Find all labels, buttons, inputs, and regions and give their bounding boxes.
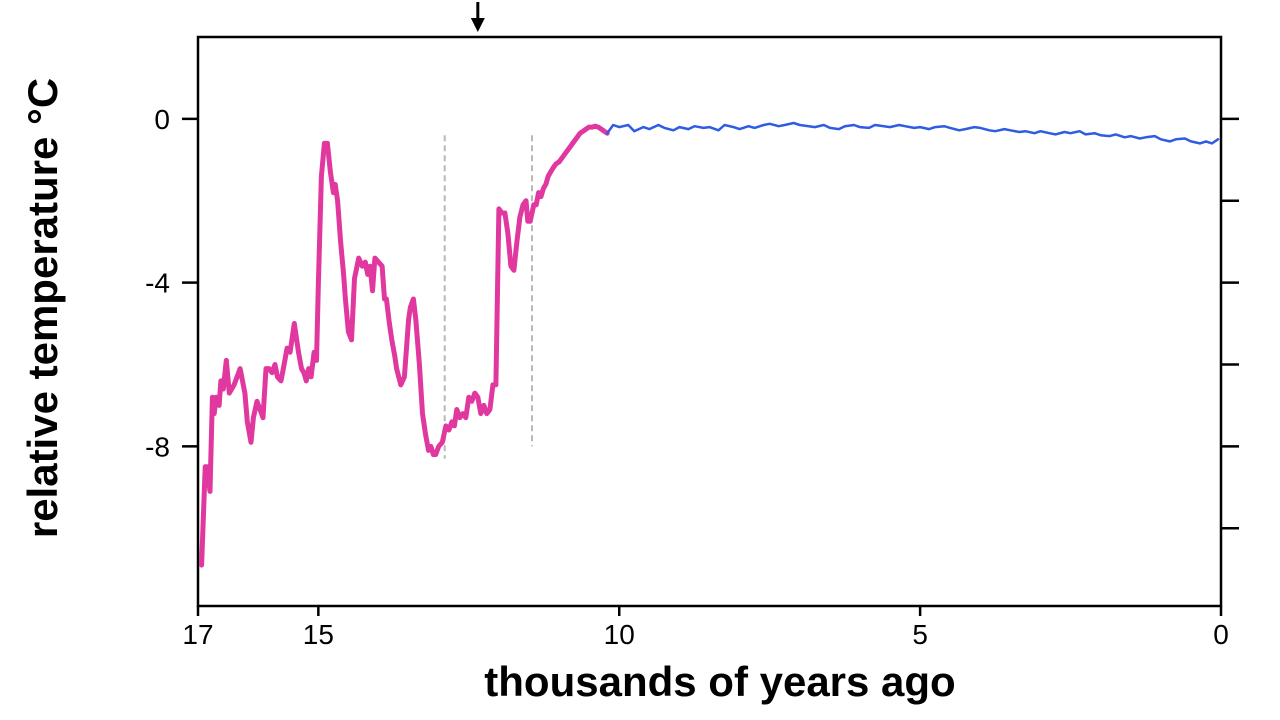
bottom-axis-ticks [196,606,1223,616]
series-layer [199,121,1220,568]
x-tick-label: 5 [912,619,928,650]
arrow-head [470,18,485,32]
y-tick-labels: 0 -4 -8 [145,104,170,462]
y-axis-title: relative temperature °C [19,78,66,538]
arrow-marker [470,2,485,32]
series-line-pink [199,123,610,568]
x-axis-title: thousands of years ago [484,658,955,705]
plot-frame [196,35,1223,608]
vertical-markers [443,135,533,459]
x-tick-label: 15 [303,619,334,650]
x-tick-label: 0 [1213,619,1229,650]
series-line-blue [605,121,1220,145]
y-tick-label: 0 [154,104,170,135]
y-tick-label: -4 [145,268,170,299]
x-tick-label: 10 [604,619,635,650]
left-axis-ticks [182,117,198,448]
right-axis-ticks [1221,117,1239,530]
x-tick-label: 17 [182,619,213,650]
x-tick-labels: 17 15 10 5 0 [182,619,1228,650]
y-tick-label: -8 [145,431,170,462]
